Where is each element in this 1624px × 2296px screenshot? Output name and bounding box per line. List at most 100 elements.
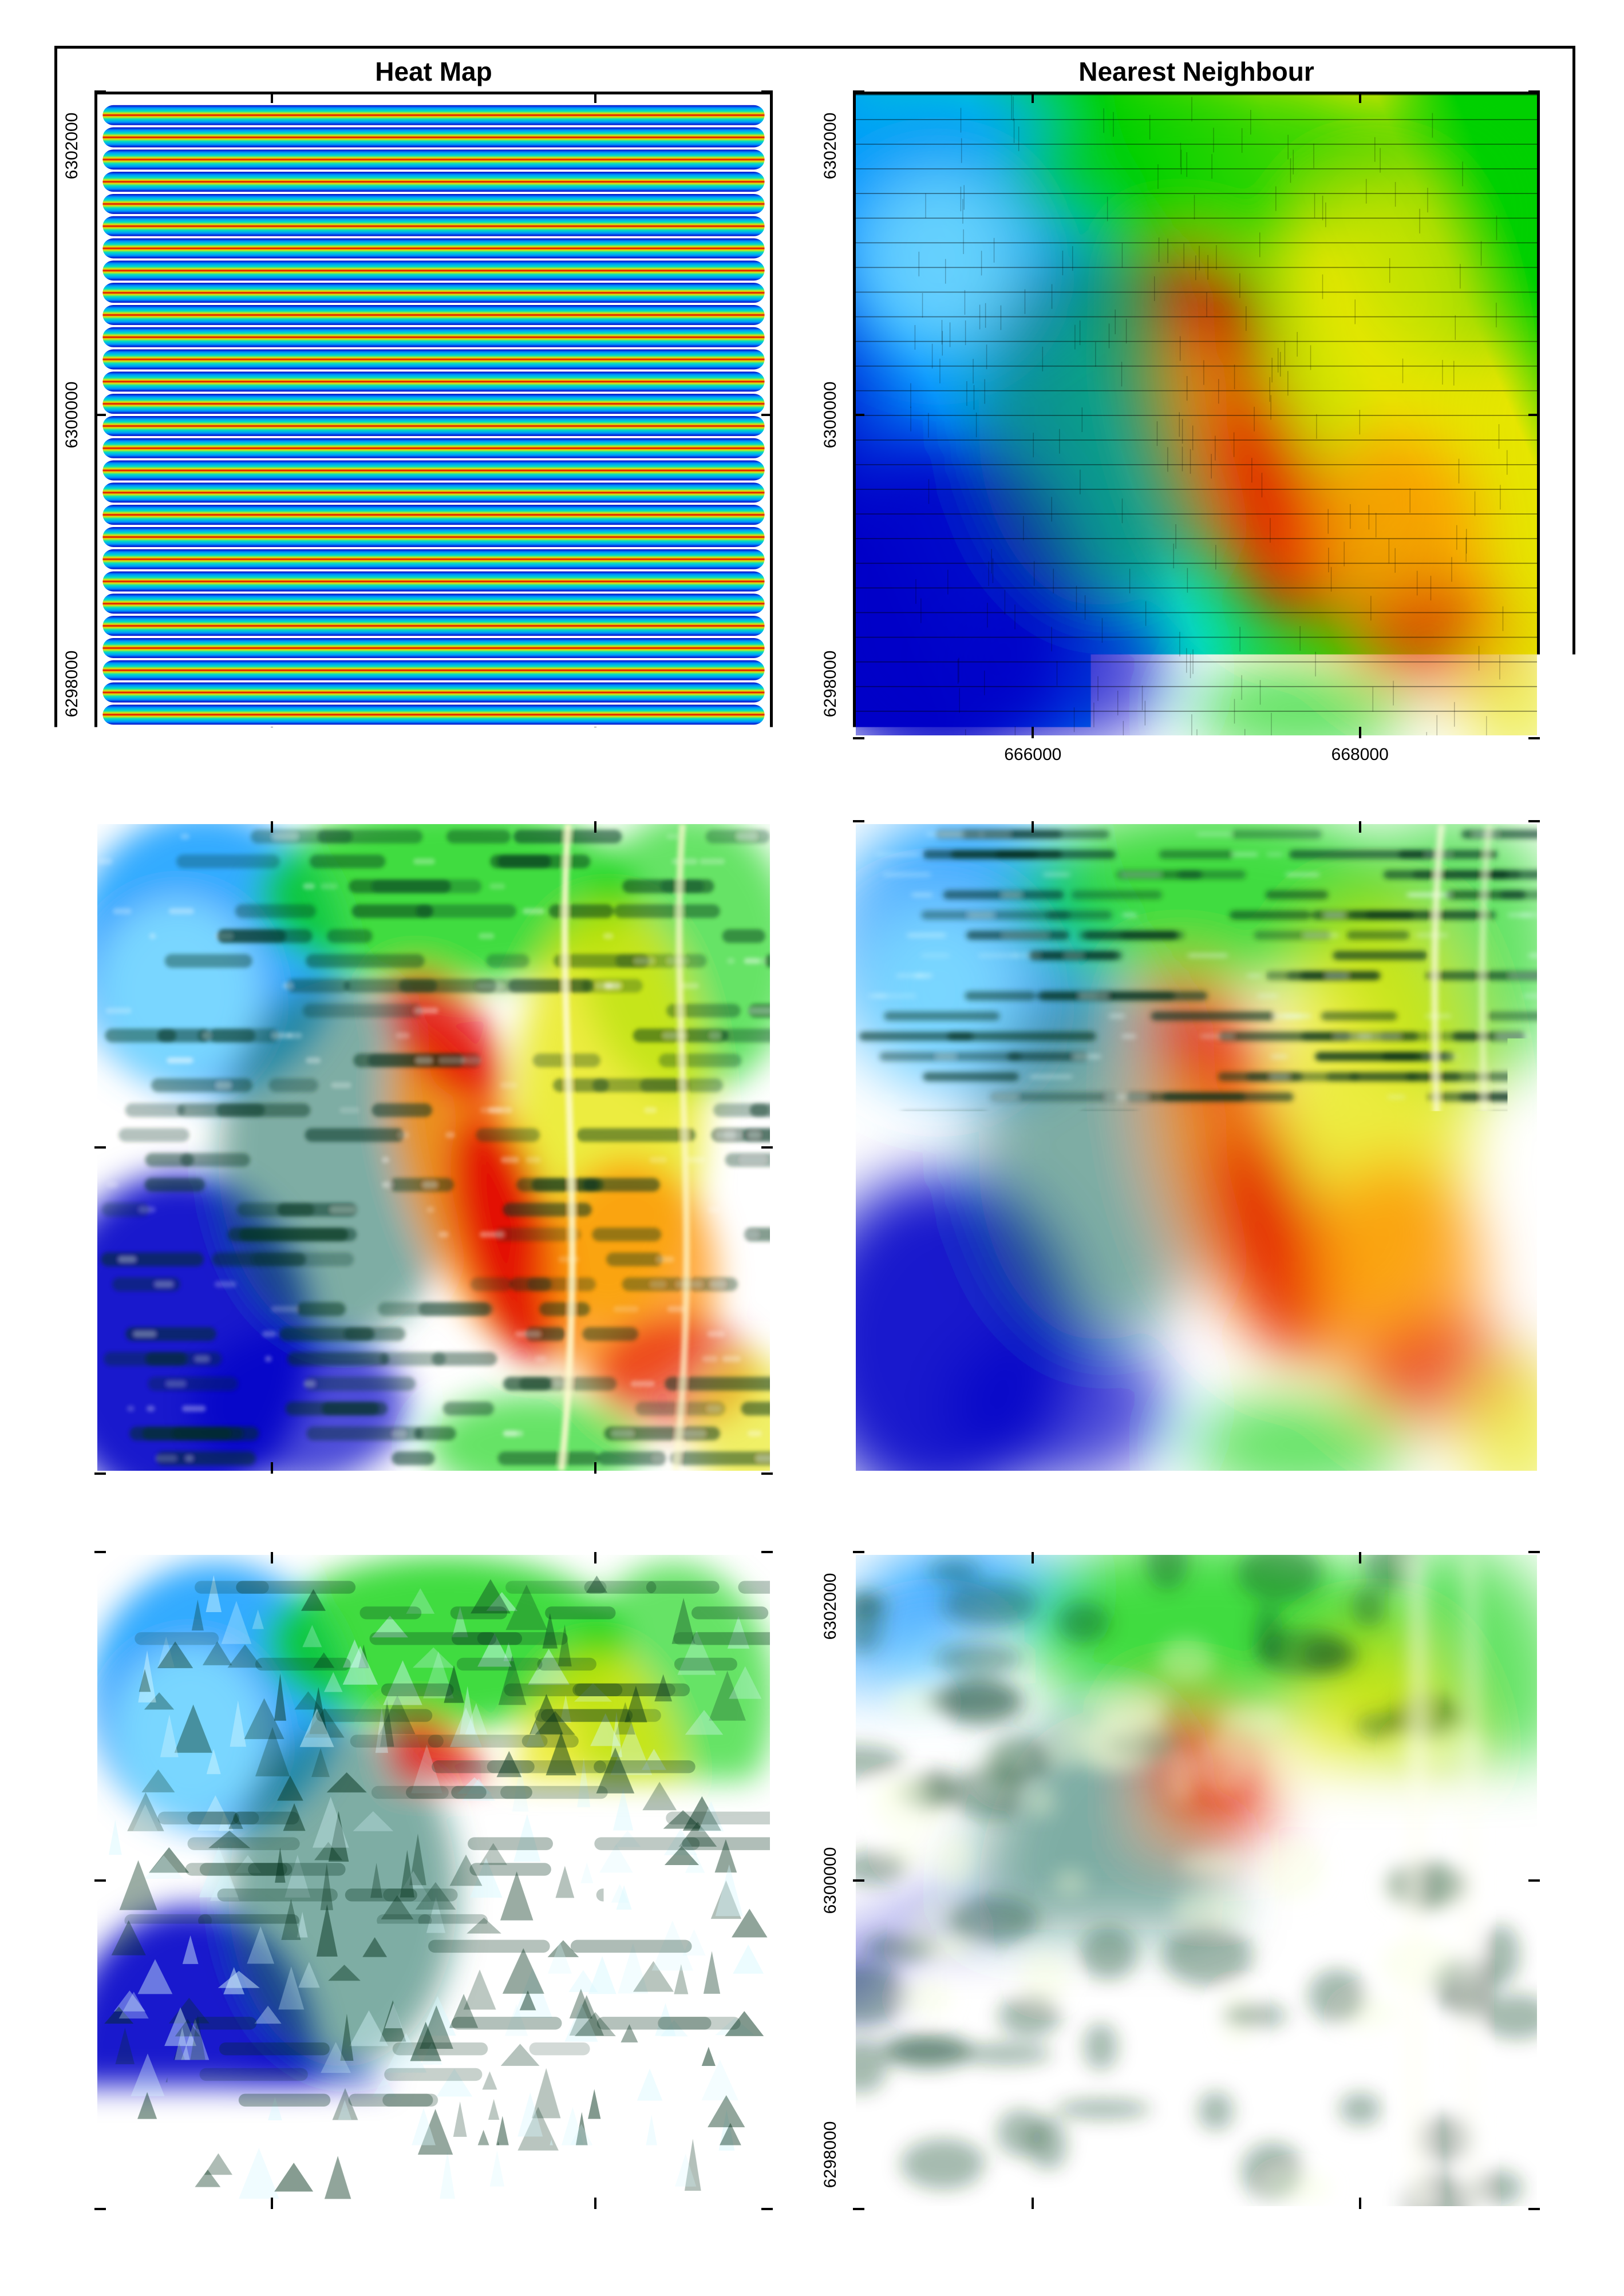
x-tick-label: 666000 bbox=[975, 1480, 1090, 1500]
y-tickmark bbox=[853, 1879, 864, 1882]
x-tickmark-top bbox=[594, 92, 596, 103]
x-tickmark-top bbox=[594, 1552, 596, 1563]
plot-area bbox=[94, 821, 773, 1474]
x-tickmark-top bbox=[594, 821, 596, 833]
x-tick-label: 668000 bbox=[1303, 2216, 1417, 2235]
plot-area bbox=[94, 92, 773, 738]
y-tickmark-right bbox=[761, 2208, 773, 2210]
x-tickmark bbox=[1032, 1462, 1034, 1474]
y-tickmark bbox=[853, 820, 864, 822]
x-tickmark bbox=[271, 727, 273, 738]
plot-area bbox=[94, 1552, 773, 2209]
x-tick-label: 668000 bbox=[1303, 1480, 1417, 1500]
x-tickmark-top bbox=[1032, 92, 1034, 103]
y-tickmark bbox=[94, 414, 106, 416]
y-tickmark bbox=[94, 1879, 106, 1882]
y-tickmark bbox=[94, 820, 106, 822]
x-tick-label: 666000 bbox=[215, 2216, 329, 2235]
heatmap-raster bbox=[97, 1555, 770, 2206]
y-tick-label: 6298000 bbox=[62, 2097, 82, 2212]
y-tick-label: 6298000 bbox=[62, 627, 82, 741]
x-tickmark bbox=[1032, 727, 1034, 738]
y-tick-label: 6300000 bbox=[821, 1823, 840, 1938]
x-tickmark-top bbox=[1359, 92, 1361, 103]
y-tickmark-right bbox=[761, 414, 773, 416]
y-tickmark-right bbox=[761, 1879, 773, 1882]
y-tick-label: 6300000 bbox=[821, 358, 840, 472]
y-tick-label: 6302000 bbox=[62, 818, 82, 933]
y-tickmark bbox=[94, 1472, 106, 1475]
y-tickmark bbox=[853, 90, 864, 93]
y-tick-label: 6302000 bbox=[62, 89, 82, 203]
x-tick-label: 666000 bbox=[215, 745, 329, 765]
x-tickmark bbox=[594, 1462, 596, 1474]
x-tickmark-top bbox=[271, 1552, 273, 1563]
x-tick-label: 668000 bbox=[538, 2216, 653, 2235]
y-tickmark bbox=[94, 1146, 106, 1149]
panel-title: Heat Map bbox=[94, 56, 773, 87]
y-tickmark-right bbox=[761, 90, 773, 93]
panel-title: Nearest Neighbour bbox=[853, 56, 1540, 87]
y-tick-label: 6298000 bbox=[821, 1362, 840, 1476]
y-tick-label: 6300000 bbox=[62, 1823, 82, 1938]
y-tickmark-right bbox=[761, 1551, 773, 1553]
y-tickmark-right bbox=[1528, 2208, 1540, 2210]
x-tickmark-top bbox=[1032, 821, 1034, 833]
x-tickmark-top bbox=[1359, 821, 1361, 833]
y-tick-label: 6298000 bbox=[821, 2097, 840, 2212]
x-tickmark-top bbox=[1032, 1552, 1034, 1563]
y-tick-label: 6302000 bbox=[821, 89, 840, 203]
x-tick-label: 666000 bbox=[215, 1480, 329, 1500]
y-tick-label: 6298000 bbox=[62, 1362, 82, 1476]
y-tickmark-right bbox=[761, 737, 773, 739]
x-tickmark bbox=[1359, 1462, 1361, 1474]
y-tickmark bbox=[853, 1472, 864, 1475]
y-tickmark bbox=[94, 1551, 106, 1553]
y-tick-label: 6298000 bbox=[821, 627, 840, 741]
y-tickmark-right bbox=[1528, 1879, 1540, 1882]
y-tickmark bbox=[853, 1146, 864, 1149]
x-tickmark bbox=[271, 2198, 273, 2209]
x-tickmark-top bbox=[271, 821, 273, 833]
y-tickmark bbox=[94, 2208, 106, 2210]
y-tick-label: 6300000 bbox=[62, 358, 82, 472]
panel-title: Minimum Curvature bbox=[853, 1517, 1540, 1547]
x-tickmark bbox=[594, 2198, 596, 2209]
heatmap-raster bbox=[97, 824, 770, 1471]
y-tickmark bbox=[853, 2208, 864, 2210]
y-tickmark-right bbox=[1528, 90, 1540, 93]
y-tickmark bbox=[853, 737, 864, 739]
y-tickmark bbox=[94, 737, 106, 739]
y-tickmark-right bbox=[761, 1472, 773, 1475]
heatmap-raster bbox=[856, 1555, 1537, 2206]
y-tick-label: 6302000 bbox=[821, 818, 840, 933]
y-tick-label: 6300000 bbox=[821, 1090, 840, 1205]
y-tick-label: 6300000 bbox=[62, 1090, 82, 1205]
y-tickmark-right bbox=[761, 1146, 773, 1149]
x-tick-label: 668000 bbox=[1303, 745, 1417, 765]
x-tickmark bbox=[1032, 2198, 1034, 2209]
x-tick-label: 668000 bbox=[538, 1480, 653, 1500]
heatmap-raster bbox=[97, 94, 770, 735]
x-tick-label: 666000 bbox=[975, 745, 1090, 765]
x-tick-label: 666000 bbox=[975, 2216, 1090, 2235]
x-tickmark bbox=[271, 1462, 273, 1474]
x-tickmark-top bbox=[1359, 1552, 1361, 1563]
y-tickmark-right bbox=[1528, 1146, 1540, 1149]
x-tickmark bbox=[594, 727, 596, 738]
y-tickmark-right bbox=[1528, 737, 1540, 739]
plot-area bbox=[853, 821, 1540, 1474]
x-tickmark bbox=[1359, 2198, 1361, 2209]
y-tickmark-right bbox=[1528, 414, 1540, 416]
x-tick-label: 668000 bbox=[538, 745, 653, 765]
heatmap-raster bbox=[856, 824, 1537, 1471]
y-tickmark bbox=[94, 90, 106, 93]
x-tickmark-top bbox=[271, 92, 273, 103]
y-tickmark bbox=[853, 1551, 864, 1553]
panel-title: Natural Neighbour bbox=[94, 786, 773, 817]
panel-title: Triangulation bbox=[94, 1517, 773, 1547]
y-tickmark-right bbox=[1528, 1472, 1540, 1475]
y-tickmark-right bbox=[1528, 1551, 1540, 1553]
y-tickmark bbox=[853, 414, 864, 416]
y-tick-label: 6302000 bbox=[62, 1549, 82, 1664]
